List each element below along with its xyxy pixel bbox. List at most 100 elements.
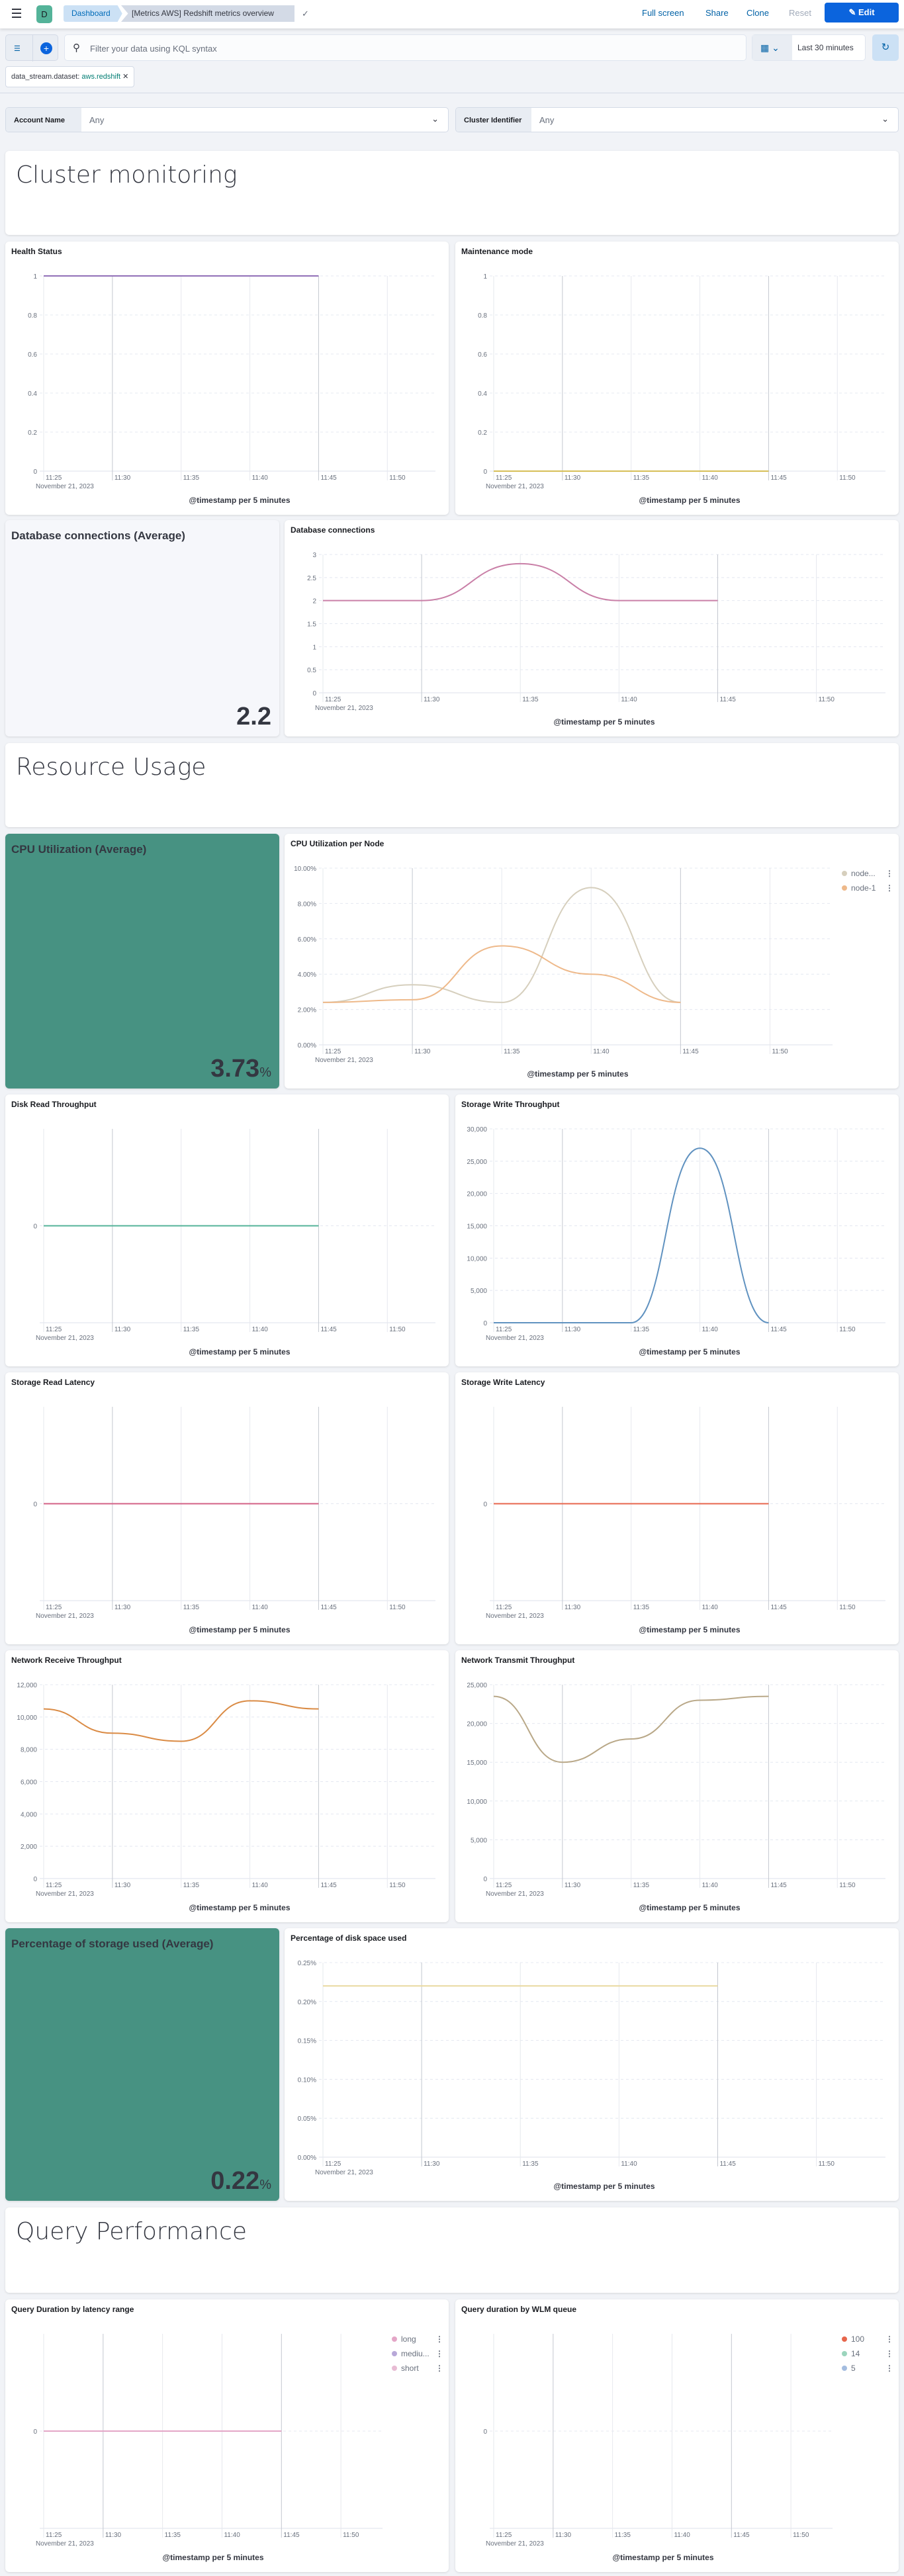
legend-options-icon[interactable]: ⋮: [885, 883, 893, 893]
section-title: Cluster monitoring: [16, 161, 238, 189]
x-tick-label: 11:35: [504, 1048, 520, 1055]
x-tick-label: 11:40: [593, 1048, 610, 1055]
time-range[interactable]: Last 30 minutes: [797, 43, 854, 52]
legend-options-icon[interactable]: ⋮: [885, 2334, 893, 2344]
edit-button[interactable]: ✎ Edit: [825, 3, 899, 22]
x-tick-label: 11:50: [389, 474, 406, 482]
y-tick-label: 6.00%: [298, 936, 316, 944]
calendar-icon[interactable]: ▦ ⌄: [752, 35, 792, 60]
hamburger-icon[interactable]: [12, 9, 21, 18]
filter-menu-icon[interactable]: ☰: [14, 45, 21, 53]
panel-title: Query duration by WLM queue: [461, 2305, 577, 2314]
share-button[interactable]: Share: [705, 8, 729, 18]
x-date-label: November 21, 2023: [486, 2540, 544, 2548]
chevron-down-icon: ⌄: [431, 114, 439, 124]
full-screen-button[interactable]: Full screen: [642, 8, 684, 18]
x-date-label: November 21, 2023: [36, 1890, 94, 1898]
x-axis-title: @timestamp per 5 minutes: [553, 2182, 655, 2191]
chart-query-latency-range: Query Duration by latency range 0 11:25 11:…: [5, 2299, 449, 2572]
filter-pill[interactable]: data_stream.dataset: aws.redshift ✕: [5, 66, 135, 87]
x-tick-label: 11:45: [719, 696, 736, 703]
date-picker[interactable]: ▦ ⌄ Last 30 minutes: [752, 34, 866, 61]
space-avatar[interactable]: D: [36, 5, 52, 23]
x-tick-label: 11:35: [633, 1326, 650, 1333]
x-tick-label: 11:50: [389, 1882, 406, 1889]
chart-network-receive: Network Receive Throughput 0 2,000 4,000 6,0…: [5, 1650, 449, 1922]
y-tick-label: 4.00%: [298, 971, 316, 979]
x-tick-label: 11:30: [424, 2160, 440, 2168]
x-tick-label: 11:45: [320, 474, 337, 482]
y-tick-label: 2,000: [21, 1843, 37, 1851]
x-tick-label: 11:30: [565, 1604, 581, 1611]
panel-title: Disk Read Throughput: [11, 1100, 97, 1109]
panel-title: Health Status: [11, 247, 62, 256]
y-tick-label: 0.6: [478, 351, 487, 359]
x-tick-label: 11:40: [252, 1604, 269, 1611]
legend-options-icon[interactable]: ⋮: [885, 2349, 893, 2358]
remove-filter-icon[interactable]: ✕: [122, 73, 129, 81]
refresh-button[interactable]: ↻: [872, 34, 899, 61]
section-query-performance: Query Performance: [5, 2207, 899, 2293]
chart-database-connections: Database connections 0 0.5 1 1.5 2 2.5 3 11:25 11…: [285, 520, 899, 736]
x-date-label: November 21, 2023: [36, 1613, 94, 1620]
pencil-icon: ✎: [848, 7, 858, 17]
x-tick-label: 11:35: [183, 1882, 200, 1889]
legend-label: short: [401, 2364, 419, 2373]
metric-storage-used: Percentage of storage used (Average) 0.2…: [5, 1928, 279, 2201]
y-tick-label: 2.5: [307, 575, 316, 582]
chart-health-status: Health Status 0 0.2 0.4 0.6 0.8 1 11:25 11:30 11:…: [5, 242, 449, 515]
chart-cpu-per-node: CPU Utilization per Node 0.00% 2.00% 4.00% 6…: [285, 834, 899, 1088]
legend-options-icon[interactable]: ⋮: [435, 2349, 443, 2358]
legend-options-icon[interactable]: ⋮: [435, 2334, 443, 2344]
legend-options-icon[interactable]: ⋮: [885, 869, 893, 878]
y-tick-label: 20,000: [467, 1191, 487, 1198]
edit-label: Edit: [858, 7, 875, 17]
legend-options-icon[interactable]: ⋮: [435, 2364, 443, 2373]
panel-title: CPU Utilization per Node: [291, 839, 384, 848]
x-date-label: November 21, 2023: [486, 1890, 544, 1898]
legend-swatch: [842, 2366, 847, 2371]
x-tick-label: 11:30: [555, 2532, 572, 2539]
legend-label: long: [401, 2334, 416, 2344]
chart-svg: 0 11:25 11:30 11:35 11:40 11:45 11:50 November …: [33, 2334, 443, 2562]
y-tick-label: 2: [312, 598, 316, 605]
y-tick-label: 0.00%: [298, 2154, 316, 2162]
y-tick-label: 0.25%: [298, 1960, 316, 1967]
x-tick-label: 11:25: [496, 474, 512, 482]
panel-title: Storage Read Latency: [11, 1378, 95, 1387]
y-tick-label: 4,000: [21, 1811, 37, 1818]
legend-options-icon[interactable]: ⋮: [885, 2364, 893, 2373]
chart-maintenance-mode: Maintenance mode 0 0.2 0.4 0.6 0.8 1 11:25 11:30…: [455, 242, 899, 515]
x-tick-label: 11:35: [183, 1604, 200, 1611]
x-tick-label: 11:25: [325, 696, 341, 703]
legend-swatch: [842, 871, 847, 876]
legend-label: mediu...: [401, 2349, 429, 2358]
add-filter-icon[interactable]: +: [40, 42, 52, 54]
y-tick-label: 0: [483, 1320, 487, 1327]
filter-controls: ☰ +: [5, 34, 58, 62]
x-tick-label: 11:30: [424, 696, 440, 703]
y-tick-label: 5,000: [471, 1288, 487, 1295]
x-tick-label: 11:45: [770, 1326, 787, 1333]
x-tick-label: 11:25: [496, 1604, 512, 1611]
chart-svg: 0 5,000 10,000 15,000 20,000 25,000 11:25 11:30…: [467, 1682, 885, 1912]
x-tick-label: 11:40: [252, 474, 269, 482]
reset-button[interactable]: Reset: [789, 8, 811, 18]
x-axis-title: @timestamp per 5 minutes: [612, 2553, 713, 2562]
metric-cpu-utilization: CPU Utilization (Average) 3.73%: [5, 834, 279, 1088]
y-tick-label: 0.05%: [298, 2115, 316, 2123]
chart-svg: 0.00% 0.05% 0.10% 0.15% 0.20% 0.25% 11:25 11:30…: [298, 1960, 885, 2191]
x-tick-label: 11:45: [770, 1882, 787, 1889]
chart-svg: 0 0.2 0.4 0.6 0.8 1 11:25 11:30 11:35 11:40 11:45 1…: [478, 273, 885, 505]
chart-svg: 0 11:25 11:30 11:35 11:40 11:45 11:50 November …: [33, 1129, 435, 1356]
x-tick-label: 11:50: [343, 2532, 359, 2539]
breadcrumb-dashboard[interactable]: Dashboard: [64, 5, 122, 22]
clone-button[interactable]: Clone: [746, 8, 769, 18]
kql-search-input[interactable]: [90, 41, 686, 56]
x-tick-label: 11:30: [114, 1326, 131, 1333]
y-tick-label: 10,000: [467, 1799, 487, 1806]
x-tick-label: 11:25: [496, 1882, 512, 1889]
control-cluster-identifier[interactable]: Cluster Identifier Any ⌄: [455, 107, 899, 132]
control-account-name[interactable]: Account Name Any ⌄: [5, 107, 449, 132]
x-tick-label: 11:45: [320, 1604, 337, 1611]
